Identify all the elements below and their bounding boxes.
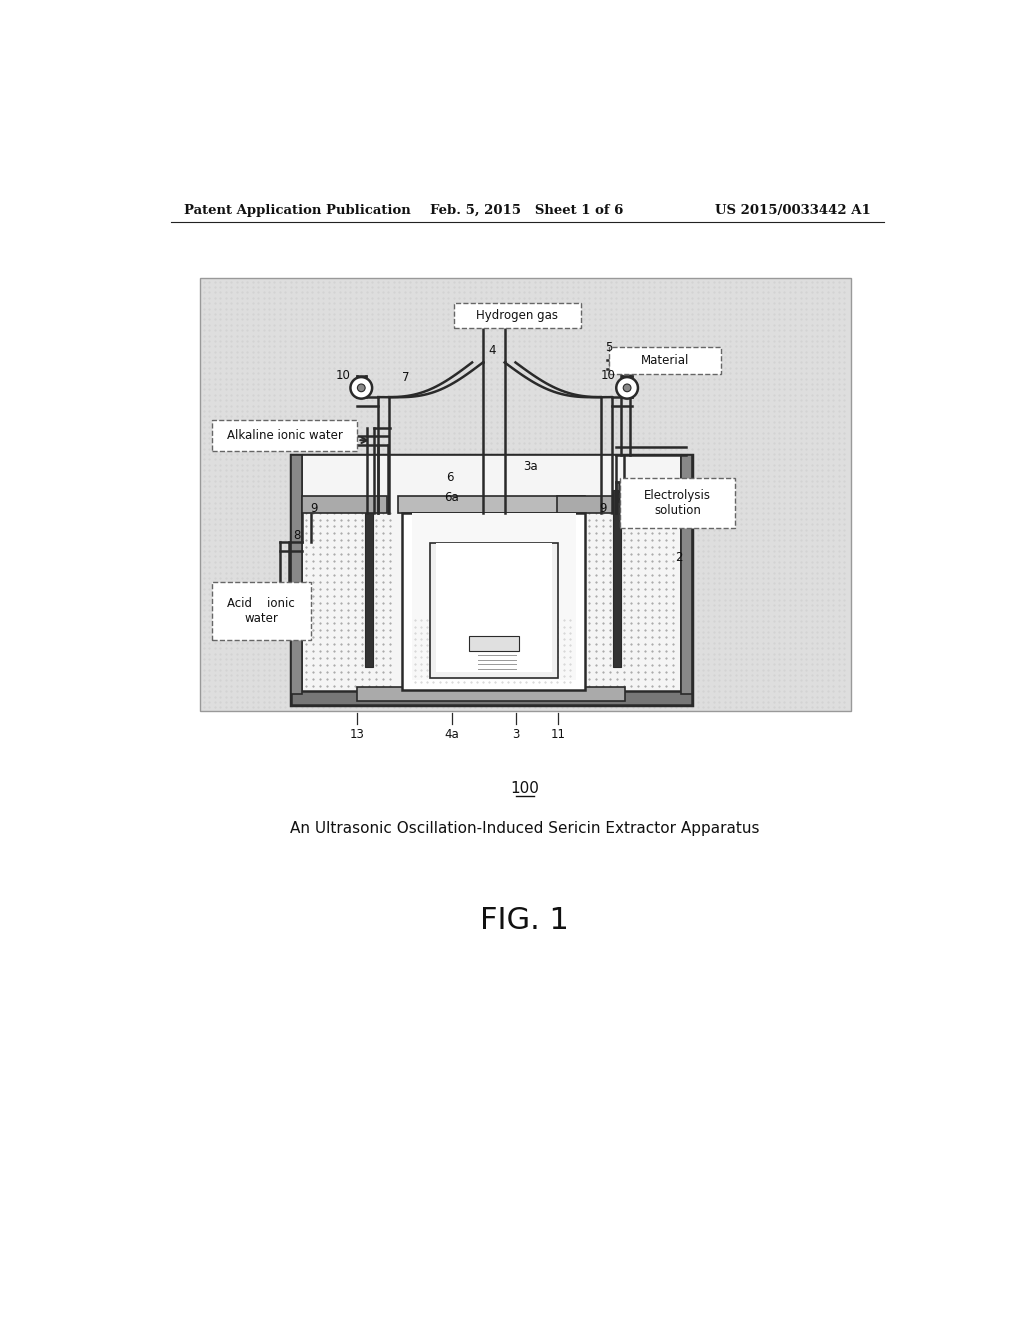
Text: 7: 7 (402, 371, 410, 384)
Text: Alkaline ionic water: Alkaline ionic water (226, 429, 342, 442)
Text: 6: 6 (445, 471, 454, 484)
Text: Patent Application Publication: Patent Application Publication (183, 205, 411, 218)
Bar (613, 490, 621, 667)
Bar (357, 688, 625, 701)
Text: 10: 10 (601, 370, 615, 381)
Text: 11: 11 (551, 727, 565, 741)
Bar (302, 496, 387, 512)
Text: 4: 4 (488, 345, 496, 358)
Bar (291, 692, 692, 705)
Bar (430, 544, 558, 678)
Text: 5: 5 (604, 341, 612, 354)
Circle shape (350, 378, 372, 399)
Text: 3: 3 (512, 727, 519, 741)
Circle shape (616, 378, 638, 399)
Text: 13: 13 (349, 727, 365, 741)
Text: 10: 10 (336, 370, 350, 381)
Text: Hydrogen gas: Hydrogen gas (476, 309, 558, 322)
Bar (200, 277, 851, 711)
Bar (412, 512, 575, 681)
Text: 9: 9 (310, 502, 317, 515)
Circle shape (357, 384, 366, 392)
Text: 6a: 6a (444, 491, 459, 504)
Circle shape (624, 384, 631, 392)
Bar (402, 512, 586, 689)
Bar (454, 304, 582, 327)
Bar (302, 455, 681, 694)
Bar (212, 420, 357, 451)
Text: Feb. 5, 2015   Sheet 1 of 6: Feb. 5, 2015 Sheet 1 of 6 (430, 205, 624, 218)
Bar (621, 478, 735, 528)
Text: Material: Material (640, 354, 689, 367)
Text: FIG. 1: FIG. 1 (480, 907, 569, 935)
Text: US 2015/0033442 A1: US 2015/0033442 A1 (715, 205, 870, 218)
Bar (557, 496, 681, 512)
Text: 2: 2 (675, 550, 683, 564)
Text: 4a: 4a (444, 727, 460, 741)
Text: 9: 9 (599, 502, 606, 515)
Bar (469, 636, 519, 651)
Text: An Ultrasonic Oscillation-Induced Sericin Extractor Apparatus: An Ultrasonic Oscillation-Induced Serici… (290, 821, 760, 836)
Bar (291, 455, 692, 705)
Bar (366, 512, 373, 667)
Text: Acid    ionic
water: Acid ionic water (227, 597, 295, 624)
Text: 100: 100 (510, 780, 540, 796)
Bar (291, 455, 302, 694)
Text: 3a: 3a (523, 459, 538, 473)
Bar (608, 347, 721, 374)
Bar (436, 544, 552, 672)
Text: 8: 8 (293, 529, 300, 543)
Bar (681, 455, 692, 694)
Bar (212, 582, 311, 640)
Text: Electrolysis
solution: Electrolysis solution (644, 488, 711, 517)
Bar (397, 496, 586, 512)
